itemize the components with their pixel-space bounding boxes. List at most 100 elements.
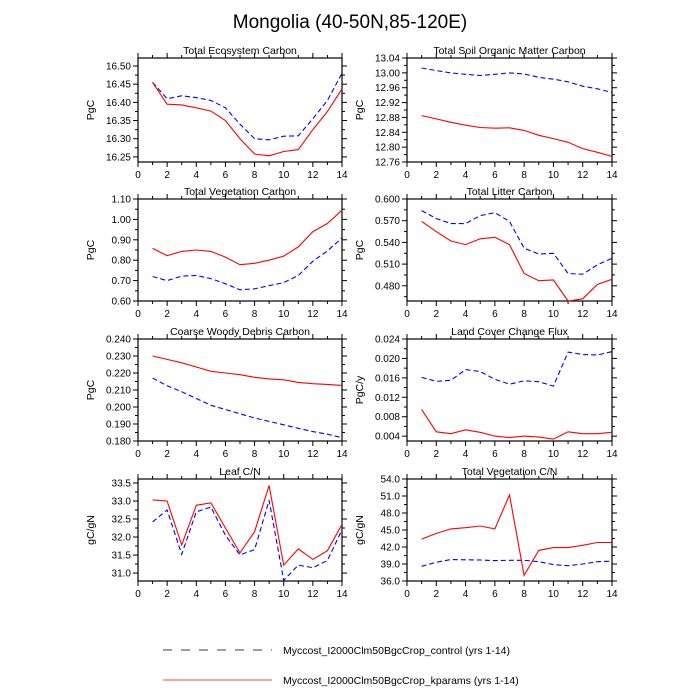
series-line-control bbox=[152, 237, 343, 291]
y-tick-label: 0.190 bbox=[106, 420, 131, 431]
y-tick-label: 0.024 bbox=[375, 335, 400, 346]
y-tick-label: 13.00 bbox=[375, 68, 400, 79]
y-tick-label: 12.96 bbox=[375, 83, 400, 94]
x-tick-label: 4 bbox=[194, 309, 200, 320]
y-tick-label: 0.570 bbox=[375, 216, 400, 227]
x-tick-label: 6 bbox=[223, 449, 229, 460]
plot-frame bbox=[137, 338, 343, 442]
panel-4: Total Litter Carbon PgC 0 2 4 6 8 10 12 14 0.480 0.… bbox=[354, 186, 618, 320]
y-tick-label: 0.180 bbox=[106, 437, 131, 448]
x-tick-label: 0 bbox=[404, 309, 410, 320]
y-tick-label: 16.50 bbox=[106, 62, 131, 73]
y-tick-label: 13.04 bbox=[375, 54, 400, 65]
x-tick-label: 14 bbox=[606, 589, 618, 600]
x-tick-label: 2 bbox=[434, 309, 440, 320]
series-line-control bbox=[152, 377, 343, 439]
panel-8: Total Vegetation C/N gC/gN 0 2 4 6 8 10 12 14 36.0… bbox=[354, 466, 618, 600]
x-tick-label: 10 bbox=[278, 589, 290, 600]
x-tick-label: 8 bbox=[252, 309, 258, 320]
y-tick-label: 16.30 bbox=[106, 134, 131, 145]
plot-frame bbox=[406, 198, 613, 302]
x-tick-label: 12 bbox=[307, 309, 319, 320]
y-tick-label: 45.0 bbox=[381, 526, 401, 537]
y-tick-label: 42.0 bbox=[381, 543, 401, 554]
x-tick-label: 14 bbox=[336, 309, 348, 320]
legend-label-kparams: Myccost_I2000Clm50BgcCrop_kparams (yrs 1… bbox=[283, 675, 519, 687]
x-tick-label: 2 bbox=[434, 449, 440, 460]
y-tick-label: 0.200 bbox=[106, 403, 131, 414]
x-tick-label: 12 bbox=[307, 449, 319, 460]
y-tick-label: 16.35 bbox=[106, 116, 131, 127]
plot-frame bbox=[137, 478, 343, 582]
y-tick-label: 0.012 bbox=[375, 393, 400, 404]
y-tick-label: 32.0 bbox=[112, 533, 132, 544]
y-axis-label: PgC bbox=[354, 239, 366, 260]
x-tick-label: 10 bbox=[548, 309, 560, 320]
x-tick-label: 4 bbox=[463, 170, 469, 181]
x-tick-label: 12 bbox=[307, 589, 319, 600]
x-tick-label: 6 bbox=[492, 589, 498, 600]
y-tick-label: 16.45 bbox=[106, 80, 131, 91]
x-tick-label: 2 bbox=[434, 589, 440, 600]
legend-label-control: Myccost_I2000Clm50BgcCrop_control (yrs 1… bbox=[283, 645, 510, 657]
x-tick-label: 8 bbox=[521, 170, 527, 181]
x-tick-label: 14 bbox=[336, 449, 348, 460]
x-tick-label: 14 bbox=[606, 449, 618, 460]
x-tick-label: 10 bbox=[548, 170, 560, 181]
y-tick-label: 1.10 bbox=[112, 195, 132, 206]
x-tick-label: 4 bbox=[194, 589, 200, 600]
series-line-kparams bbox=[152, 209, 343, 266]
y-tick-label: 51.0 bbox=[381, 492, 401, 503]
legend: Myccost_I2000Clm50BgcCrop_control (yrs 1… bbox=[163, 645, 519, 687]
panel-title: Land Cover Change Flux bbox=[451, 326, 568, 338]
y-tick-label: 0.230 bbox=[106, 352, 131, 363]
series-line-control bbox=[421, 210, 613, 275]
y-axis-label: PgC/y bbox=[354, 375, 366, 404]
x-tick-label: 2 bbox=[164, 449, 170, 460]
y-tick-label: 0.016 bbox=[375, 373, 400, 384]
x-tick-label: 12 bbox=[577, 170, 589, 181]
series-line-kparams bbox=[152, 82, 343, 157]
x-tick-label: 4 bbox=[194, 449, 200, 460]
x-tick-label: 6 bbox=[492, 449, 498, 460]
series-line-kparams bbox=[421, 409, 613, 440]
x-tick-label: 2 bbox=[434, 170, 440, 181]
y-tick-label: 0.240 bbox=[106, 335, 131, 346]
x-tick-label: 8 bbox=[521, 589, 527, 600]
y-tick-label: 0.004 bbox=[375, 432, 400, 443]
panel-title: Total Soil Organic Matter Carbon bbox=[433, 45, 585, 57]
y-tick-label: 0.600 bbox=[375, 195, 400, 206]
y-tick-label: 0.008 bbox=[375, 412, 400, 423]
x-tick-label: 0 bbox=[404, 449, 410, 460]
y-tick-label: 0.540 bbox=[375, 238, 400, 249]
x-tick-label: 12 bbox=[577, 589, 589, 600]
panel-title: Total Ecosystem Carbon bbox=[183, 45, 297, 57]
x-tick-label: 6 bbox=[223, 170, 229, 181]
x-tick-label: 6 bbox=[223, 309, 229, 320]
panel-1: Total Ecosystem Carbon PgC 0 2 4 6 8 10 12 14 16.2… bbox=[85, 45, 348, 181]
y-tick-label: 12.88 bbox=[375, 113, 400, 124]
x-tick-label: 4 bbox=[463, 309, 469, 320]
y-tick-label: 54.0 bbox=[381, 475, 401, 486]
series-line-control bbox=[152, 73, 343, 141]
y-tick-label: 31.0 bbox=[112, 569, 132, 580]
x-tick-label: 10 bbox=[278, 449, 290, 460]
x-tick-label: 6 bbox=[223, 589, 229, 600]
y-tick-label: 1.00 bbox=[112, 215, 132, 226]
x-tick-label: 0 bbox=[135, 309, 141, 320]
x-tick-label: 10 bbox=[548, 589, 560, 600]
y-axis-label: PgC bbox=[85, 99, 97, 120]
x-tick-label: 4 bbox=[463, 449, 469, 460]
y-tick-label: 33.0 bbox=[112, 496, 132, 507]
series-line-control bbox=[421, 351, 613, 387]
panel-7: Leaf C/N gC/gN 0 2 4 6 8 10 12 14 31.0 31.5 32.0 32.5… bbox=[85, 466, 348, 600]
y-tick-label: 0.510 bbox=[375, 260, 400, 271]
y-tick-label: 33.5 bbox=[112, 478, 132, 489]
series-line-kparams bbox=[421, 115, 613, 157]
x-tick-label: 0 bbox=[404, 170, 410, 181]
x-tick-label: 12 bbox=[577, 309, 589, 320]
y-tick-label: 12.76 bbox=[375, 158, 400, 169]
x-tick-label: 8 bbox=[521, 449, 527, 460]
x-tick-label: 8 bbox=[252, 449, 258, 460]
x-tick-label: 10 bbox=[548, 449, 560, 460]
